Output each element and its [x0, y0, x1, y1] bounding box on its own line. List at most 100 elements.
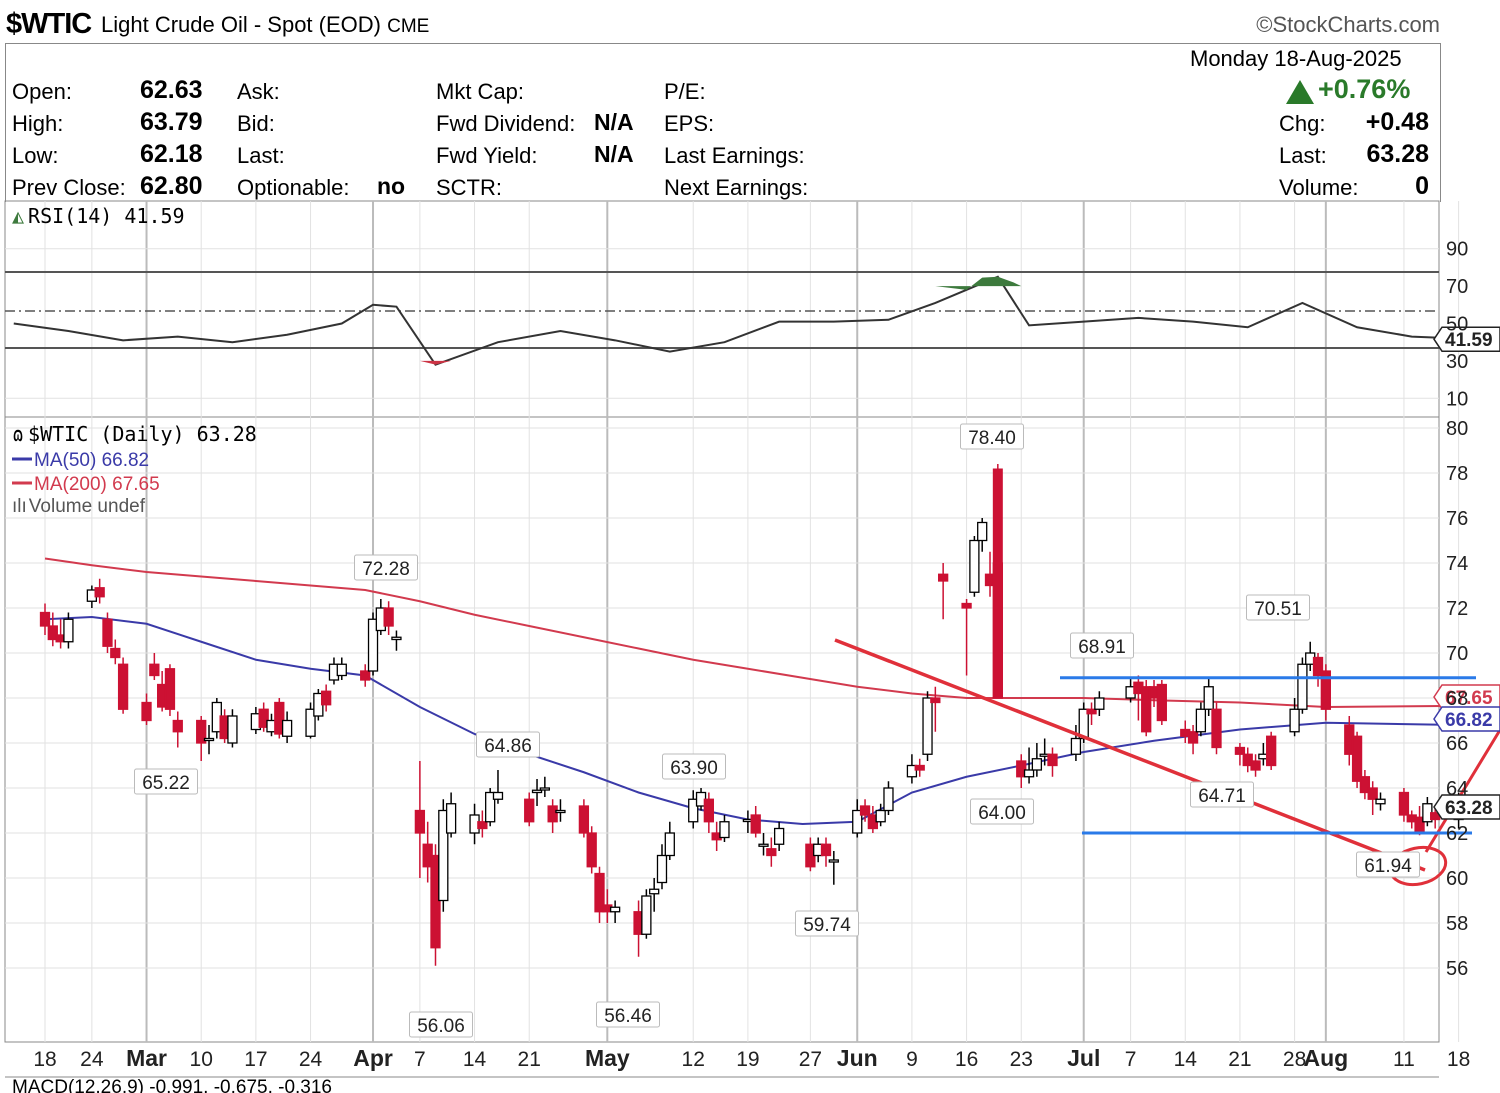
candle-body — [1016, 760, 1027, 778]
candle-body — [227, 715, 238, 744]
candle-body — [641, 895, 652, 935]
candle-body — [321, 690, 332, 706]
price-callout-box — [409, 1011, 473, 1038]
last-price-tag: 63.28 — [1445, 798, 1493, 819]
rsi-tick-label: 30 — [1446, 351, 1468, 373]
low-label: Low: — [12, 143, 59, 168]
candle-body — [430, 854, 441, 949]
x-tick-label: 16 — [955, 1048, 978, 1071]
candle-body — [485, 791, 496, 823]
rsi-tick-label: 50 — [1446, 314, 1468, 336]
candle-body — [547, 805, 558, 823]
candle-body — [141, 701, 152, 722]
candle-body — [594, 872, 605, 913]
candle-body — [820, 843, 832, 857]
candle-body — [961, 602, 972, 609]
x-tick-label: 27 — [799, 1048, 822, 1071]
ma200-value-tag-box — [1433, 684, 1500, 710]
price-callout-box — [795, 910, 859, 937]
x-tick-label: 7 — [414, 1048, 426, 1071]
price-tick-label: 78 — [1446, 463, 1468, 485]
candle-body — [922, 697, 933, 755]
price-callout-box — [596, 1001, 660, 1028]
candle-body — [1289, 708, 1300, 733]
x-tick-label: 18 — [1447, 1048, 1470, 1071]
candle-body — [649, 888, 660, 895]
ma200-line — [44, 557, 1459, 709]
last-price-value: 63.28 — [1366, 140, 1429, 168]
candle-body — [367, 618, 379, 672]
x-tick-label: 7 — [1125, 1048, 1137, 1071]
candle-body — [360, 670, 371, 681]
optionable-label: Optionable: — [237, 175, 350, 200]
price-callout-box — [476, 731, 540, 758]
candle-body — [977, 521, 988, 542]
macd-legend: MACD(12,26,9) -0.991, -0.675, -0.316 — [12, 1077, 332, 1093]
candle-body — [47, 625, 58, 641]
fwd-dividend-label: Fwd Dividend: — [436, 111, 576, 136]
candle-body-spike — [992, 468, 1003, 698]
candle-body — [1375, 798, 1386, 805]
sctr-label: SCTR: — [436, 175, 502, 200]
candle-body — [938, 573, 949, 582]
x-tick-label: 23 — [1010, 1048, 1033, 1071]
open-label: Open: — [12, 79, 72, 104]
price-tick-label: 58 — [1446, 913, 1468, 935]
chg-label: Chg: — [1279, 111, 1326, 136]
candle-body — [1070, 737, 1082, 755]
price-legend: ɷ $WTIC (Daily) 63.28 — [12, 422, 257, 446]
rsi-legend-icon: ◭ — [12, 204, 24, 228]
candle-body — [703, 798, 714, 823]
candle-body — [1266, 735, 1277, 767]
x-tick-label: 14 — [1174, 1048, 1198, 1071]
candle-body — [524, 798, 535, 823]
price-callout: 65.22 — [142, 773, 190, 794]
candle-body — [1211, 708, 1222, 749]
candle-body — [164, 668, 176, 710]
candle-body — [1156, 683, 1167, 722]
price-panel-frame — [4, 416, 1440, 1043]
candle-body — [63, 618, 74, 643]
candle-body — [383, 607, 394, 627]
price-callout: 56.06 — [417, 1016, 465, 1037]
candle-body — [274, 701, 285, 735]
downtrend-line — [834, 638, 1426, 872]
price-callout: 61.94 — [1364, 856, 1412, 877]
price-callout: 64.86 — [484, 736, 532, 757]
bid-label: Bid: — [237, 111, 275, 136]
candle-body — [1351, 735, 1363, 782]
chg-value: +0.48 — [1365, 108, 1429, 136]
rsi-value-tag-box — [1433, 326, 1500, 352]
candle-body — [688, 798, 699, 823]
price-callout-box — [662, 753, 726, 780]
rsi-legend: ◭ RSI(14) 41.59 — [12, 204, 185, 228]
price-callout-box — [1070, 632, 1134, 659]
rsi-line — [13, 275, 1459, 366]
candle-body — [94, 587, 105, 598]
price-callout-box — [354, 554, 418, 581]
candle-body — [852, 809, 863, 834]
volume-legend-icon: ılı — [12, 496, 27, 517]
x-tick-label: 18 — [33, 1048, 56, 1071]
price-callout-box — [1246, 594, 1310, 621]
mkt-cap-label: Mkt Cap: — [436, 79, 525, 104]
candle-body — [281, 719, 293, 737]
candle-body — [1047, 753, 1058, 767]
x-tick-label: 14 — [463, 1048, 487, 1071]
candle-body — [664, 832, 675, 857]
price-callout: 64.71 — [1198, 786, 1246, 807]
candle-body — [1297, 663, 1308, 710]
price-callout: 78.40 — [968, 428, 1016, 449]
x-tick-label: 9 — [906, 1048, 918, 1071]
price-tick-label: 66 — [1446, 733, 1468, 755]
candle-body — [1250, 760, 1261, 771]
price-callout-box — [1190, 781, 1254, 808]
open-value: 62.63 — [140, 76, 203, 104]
price-callout-box — [1356, 851, 1420, 878]
x-tick-label: Jul — [1067, 1045, 1100, 1071]
candle-body — [149, 663, 160, 677]
x-tick-label: Mar — [126, 1045, 167, 1071]
candle-body — [1242, 753, 1253, 767]
x-tick-label: 19 — [736, 1048, 759, 1071]
